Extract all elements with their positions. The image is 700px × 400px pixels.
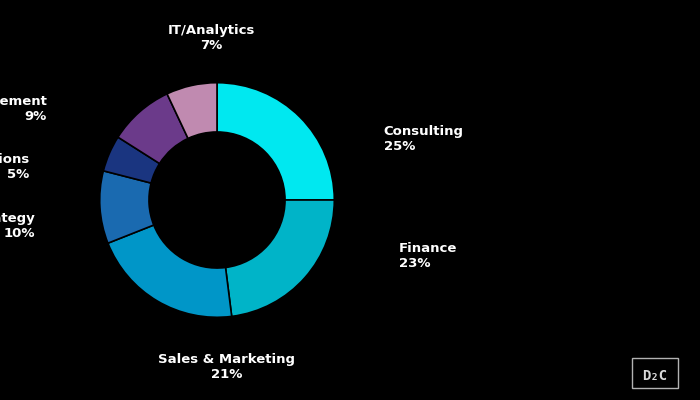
Wedge shape — [104, 137, 160, 183]
Text: Consulting
25%: Consulting 25% — [384, 125, 463, 153]
Text: IT/Analytics
7%: IT/Analytics 7% — [167, 24, 255, 52]
Text: IIFT Placements 2022: IIFT Placements 2022 — [446, 37, 664, 55]
Text: D₂C: D₂C — [642, 369, 667, 383]
Wedge shape — [225, 200, 335, 316]
Wedge shape — [99, 171, 154, 243]
Wedge shape — [118, 94, 188, 164]
Text: Product Management
9%: Product Management 9% — [0, 94, 47, 122]
Text: GM & Strategy
10%: GM & Strategy 10% — [0, 212, 35, 240]
Wedge shape — [167, 83, 217, 138]
Text: Sales & Marketing
21%: Sales & Marketing 21% — [158, 352, 295, 380]
Text: Trade & Operations
5%: Trade & Operations 5% — [0, 153, 29, 181]
Wedge shape — [217, 83, 335, 200]
Wedge shape — [108, 225, 232, 317]
Text: Finance
23%: Finance 23% — [399, 242, 457, 270]
